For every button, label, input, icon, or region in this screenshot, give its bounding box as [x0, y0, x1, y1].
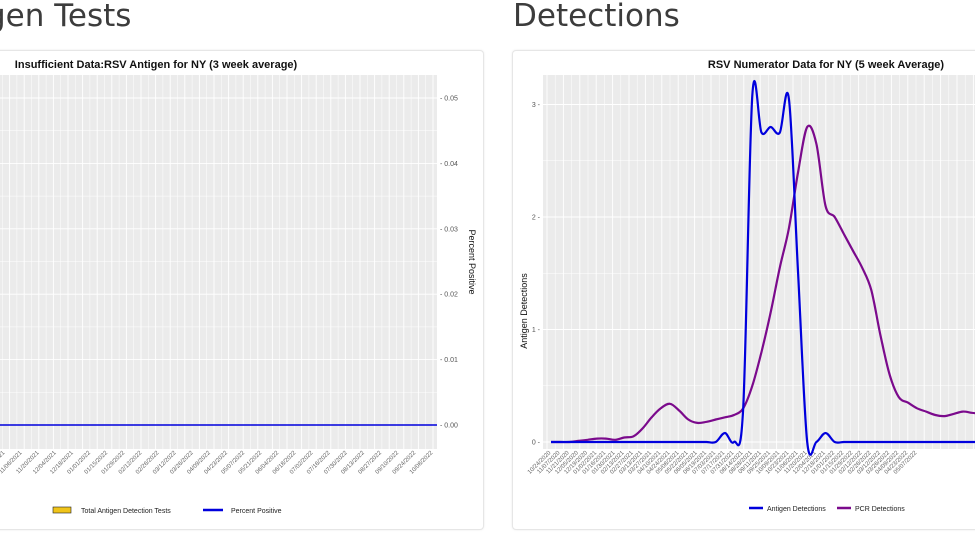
antigen-tests-chart-card: Insufficient Data:RSV Antigen for NY (3 … [0, 50, 484, 530]
right-axis-tick-label: - 0.03 [440, 226, 458, 233]
right-axis-tick-label: - 0.01 [440, 357, 458, 364]
y-tick-label: 0 - [532, 440, 541, 447]
antigen-tests-chart: Insufficient Data:RSV Antigen for NY (3 … [0, 59, 477, 515]
legend-pcr-label: PCR Detections [855, 506, 905, 513]
y-axis-label: Antigen Detections [519, 273, 529, 349]
legend: Antigen Detections PCR Detections [749, 506, 905, 513]
legend-tests-label: Total Antigen Detection Tests [81, 508, 171, 515]
chart-title: RSV Numerator Data for NY (5 week Averag… [708, 59, 945, 71]
right-axis-tick-label: - 0.04 [440, 161, 458, 168]
x-axis-ticks: 10/23/202111/06/202111/20/202112/04/2021… [0, 450, 435, 476]
pcr-detections-line [551, 124, 975, 444]
chart-title: Insufficient Data:RSV Antigen for NY (3 … [15, 59, 298, 71]
right-axis-tick-label: - 0.02 [440, 292, 458, 299]
antigen-detections-line [551, 80, 975, 456]
legend: Total Antigen Detection Tests Percent Po… [52, 506, 282, 515]
grid-lines [543, 75, 975, 449]
detections-chart: RSV Numerator Data for NY (5 week Averag… [519, 59, 975, 513]
detections-chart-card: RSV Numerator Data for NY (5 week Averag… [512, 50, 975, 530]
right-section-heading: Detections [513, 0, 680, 34]
plot-panel [543, 75, 975, 449]
y-tick-label: 2 - [532, 215, 541, 222]
y-axis-ticks: 0 - 1 - 2 - 3 - [532, 102, 541, 447]
right-axis-tick-label: - 0.05 [440, 96, 458, 103]
right-axis-ticks: - 0.00 - 0.01 - 0.02 - 0.03 - 0.04 - 0.05 [440, 96, 458, 430]
y-axis-right-label: Percent Positive [467, 229, 477, 294]
y-tick-label: 1 - [532, 327, 541, 334]
x-axis-ticks: 10/24/202011/07/202011/21/202012/05/2020… [527, 450, 919, 476]
legend-tests-swatch [52, 506, 72, 514]
legend-antigen-label: Antigen Detections [767, 506, 826, 513]
y-tick-label: 3 - [532, 102, 541, 109]
left-section-heading: gen Tests [0, 0, 132, 34]
right-axis-tick-label: - 0.00 [440, 423, 458, 430]
legend-percent-label: Percent Positive [231, 508, 282, 515]
plot-panel [0, 75, 437, 449]
